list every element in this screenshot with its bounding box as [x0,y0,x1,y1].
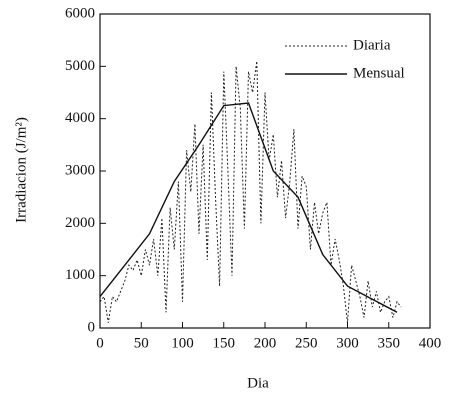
x-tick-label: 300 [336,335,359,351]
x-tick-label: 150 [213,335,236,351]
legend-label: Diaria [353,37,391,53]
y-tick-label: 0 [88,319,96,335]
y-tick-label: 2000 [65,215,95,231]
y-tick-label: 4000 [65,110,95,126]
x-tick-label: 350 [378,335,401,351]
x-tick-label: 250 [295,335,318,351]
y-axis-label: Irradiacion (J/m²) [13,117,29,223]
y-tick-label: 3000 [65,162,95,178]
x-axis-label: Dia [247,375,269,391]
x-tick-label: 50 [134,335,149,351]
y-tick-label: 5000 [65,58,95,74]
legend-label: Mensual [353,65,405,81]
x-tick-label: 200 [254,335,277,351]
series-line [99,102,398,313]
series-line [99,61,402,323]
x-tick-label: 0 [96,335,104,351]
x-tick-label: 400 [419,335,442,351]
plot-frame [99,13,431,329]
x-tick-label: 100 [171,335,194,351]
y-tick-label: 6000 [65,5,95,21]
y-tick-label: 1000 [65,267,95,283]
